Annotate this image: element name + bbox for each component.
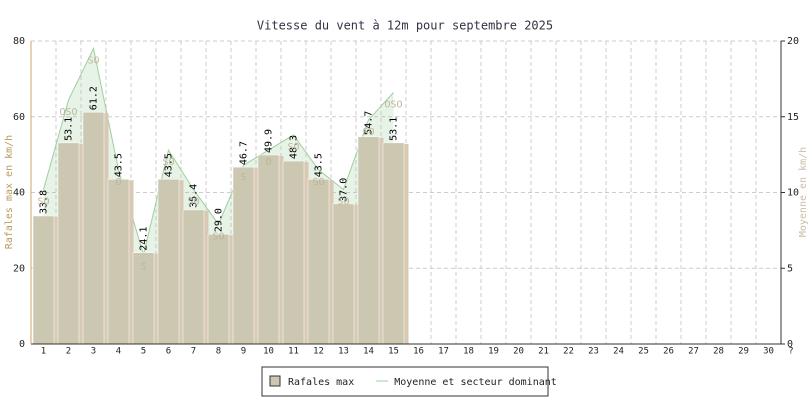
sector-label: SO [37,196,49,207]
x-tick-label: 8 [216,347,221,357]
y-tick-label: 60 [13,112,25,123]
sector-label: OSO [59,107,77,118]
line [43,47,394,257]
bar-value-label: 54.7 [364,111,375,135]
x-tick-label: 5 [141,347,146,357]
x-tick-label: 11 [288,347,299,357]
sector-label: OSO [384,100,402,111]
x-tick-label: 24 [613,347,624,357]
x-tick-label: 27 [688,347,699,357]
x-tick-label: 18 [463,347,474,357]
x-tick-label: 6 [166,347,171,357]
bar [182,209,205,345]
chart-title: Vitesse du vent à 12m pour septembre 202… [257,19,553,33]
bar-value-label: 48.3 [289,135,300,159]
y-axis-label: Rafales max en km/h [4,135,15,249]
y-tick-label: 80 [13,36,25,47]
x-tick-label: 26 [663,347,674,357]
x-tick-label: 28 [713,347,724,357]
bar [82,111,105,345]
y2-tick-label: 0 [787,339,793,350]
bar [207,233,230,345]
x-tick-label: 22 [563,347,574,357]
legend-swatch [269,375,281,387]
x-tick-label: 17 [438,347,449,357]
sector-label: SO [87,56,99,67]
x-tick-label: 15 [388,347,399,357]
y-tick-label: 40 [13,188,25,199]
bar [57,142,80,345]
bar-value-label: 43.5 [314,153,325,177]
bar-value-label: 46.7 [239,141,250,165]
x-tick-label: 19 [488,347,499,357]
x-tick-label: 3 [91,347,96,357]
bar-value-label: 53.1 [64,117,75,141]
bar-value-label: 37.0 [339,178,350,202]
bar [107,178,130,345]
x-tick-label: 16 [413,347,424,357]
bar-value-label: 33.8 [39,190,50,214]
legend-label: Rafales max [288,377,354,388]
bar [282,160,305,345]
bar-value-label: 24.1 [139,227,150,251]
y2-tick-label: 5 [787,263,793,274]
sector-label: SO [212,231,224,242]
sector-label: S [140,262,146,273]
bar [382,142,405,345]
x-tick-label: 9 [241,347,246,357]
bar [232,166,255,345]
bar [332,203,355,345]
legend-box [261,366,549,397]
bar-value-label: 35.4 [189,184,200,208]
sector-label: O [115,177,121,188]
bar-value-label: 53.1 [389,117,400,141]
sector-label: SO [362,127,374,138]
bar-value-label: 49.9 [264,129,275,153]
y-tick-label: 0 [19,339,25,350]
y2-axis-label: Moyenne en km/h [798,147,809,237]
x-tick-label: 21 [538,347,549,357]
bar [307,178,330,345]
x-tick-label: 25 [638,347,649,357]
bar-value-label: 43.5 [114,153,125,177]
x-tick-label: 1 [41,347,46,357]
bar-value-label: 43.5 [164,153,175,177]
x-tick-label: 4 [116,347,121,357]
legend-label: Moyenne et secteur dominant [394,377,557,388]
y2-tick-label: 20 [787,36,799,47]
sector-label: SO [312,177,324,188]
x-tick-label: 20 [513,347,524,357]
bar [357,136,380,345]
x-tick-label: 30 [763,347,774,357]
bar [32,215,55,345]
sector-label: SO [337,196,349,207]
sector-label: O [265,157,271,168]
x-tick-label: 12 [313,347,324,357]
x-tick-label: 10 [263,347,274,357]
x-tick-label: 29 [738,347,749,357]
sector-label: SO [187,196,199,207]
x-tick-label: 23 [588,347,599,357]
x-tick-label: 13 [338,347,349,357]
bar [157,178,180,345]
x-tick-label: 14 [363,347,374,357]
sector-label: S [240,172,246,183]
sector-label: SO [287,142,299,153]
bar-value-label: 29.0 [214,208,225,232]
x-tick-label: ? [788,347,793,357]
bar-value-label: 61.2 [89,86,100,110]
y2-tick-label: 15 [787,112,799,123]
x-tick-label: 2 [66,347,71,357]
sector-label: SO [162,157,174,168]
bar [257,154,280,345]
y-tick-label: 20 [13,263,25,274]
y2-tick-label: 10 [787,188,799,199]
x-tick-label: 7 [191,347,196,357]
